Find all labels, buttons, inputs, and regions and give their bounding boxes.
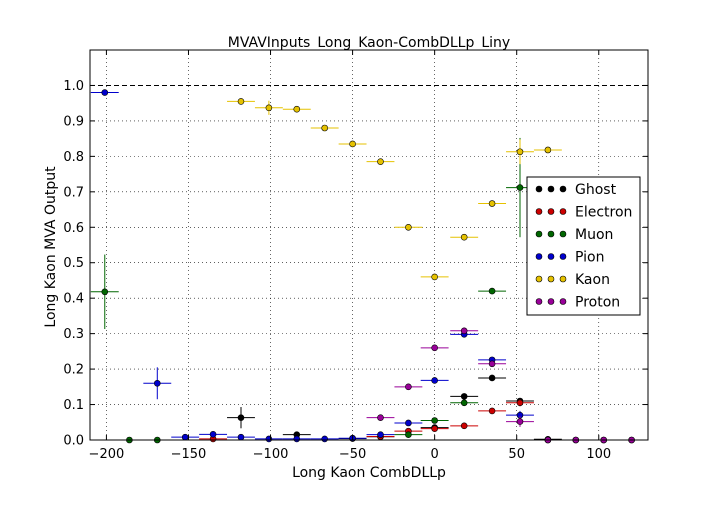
- legend-marker-muon: [547, 230, 555, 238]
- kaon-point: [321, 124, 328, 132]
- chart-title: MVAVInputs_Long_Kaon-CombDLLp_Liny: [228, 35, 510, 51]
- pion-point: [377, 431, 384, 438]
- kaon-point: [237, 98, 245, 105]
- electron-point: [516, 399, 524, 407]
- y-tick-label: 0.8: [63, 150, 84, 165]
- electron-point: [460, 422, 468, 430]
- muon-point: [460, 399, 468, 407]
- legend: Ghost Electron Muon Pion Kaon Proton: [526, 176, 641, 316]
- legend-marker-proton: [547, 298, 555, 305]
- legend-marker-pion: [547, 253, 555, 260]
- kaon-point: [405, 223, 412, 231]
- x-tick-label: 50: [508, 447, 525, 462]
- y-tick-label: 0.3: [63, 327, 84, 342]
- series-kaon: [227, 98, 562, 281]
- kaon-point: [265, 104, 273, 112]
- legend-marker-electron: [559, 208, 567, 215]
- x-tick-label: −50: [339, 447, 366, 462]
- muon-point: [101, 288, 109, 296]
- kaon-point: [349, 140, 356, 148]
- legend-marker-electron: [535, 208, 543, 215]
- kaon-point: [377, 158, 384, 165]
- legend-marker-kaon: [547, 275, 555, 283]
- y-tick-label: 0.6: [63, 221, 84, 236]
- pion-point: [405, 419, 412, 427]
- x-tick-label: 100: [586, 447, 611, 462]
- electron-point: [431, 425, 438, 432]
- x-tick-label: −150: [171, 447, 207, 462]
- legend-label-muon: Muon: [575, 227, 613, 243]
- legend-label-kaon: Kaon: [575, 272, 610, 288]
- kaon-point: [516, 148, 524, 156]
- legend-label-pion: Pion: [575, 250, 604, 266]
- y-axis-label: Long Kaon MVA Output: [43, 166, 59, 328]
- electron-point: [488, 407, 496, 415]
- legend-marker-kaon: [535, 275, 543, 283]
- legend-marker-muon: [535, 230, 543, 238]
- proton-point: [516, 418, 524, 425]
- muon-point: [405, 431, 412, 438]
- proton-point: [460, 327, 468, 335]
- legend-marker-ghost: [535, 185, 543, 193]
- axis-ticks: −200 −150 −100 −50 0 50 100 0.0 0.1 0.2 0.3 0.4 0.5 0…: [63, 50, 648, 462]
- kaon-point: [488, 200, 496, 207]
- legend-marker-ghost: [547, 185, 555, 193]
- proton-point: [488, 360, 496, 368]
- legend-marker-pion: [559, 253, 567, 260]
- legend-marker-kaon: [559, 275, 567, 283]
- muon-point: [516, 184, 524, 191]
- pion-point: [101, 89, 109, 96]
- y-tick-label: 0.5: [63, 256, 84, 271]
- kaon-point: [460, 233, 468, 241]
- pion-point: [293, 435, 301, 443]
- plot-frame: [89, 49, 649, 441]
- legend-box: [526, 176, 641, 316]
- y-tick-label: 0.1: [63, 398, 84, 413]
- y-tick-label: 0.0: [63, 434, 84, 449]
- kaon-point: [293, 105, 301, 113]
- pion-point: [181, 433, 189, 441]
- y-tick-label: 1.0: [63, 79, 84, 94]
- y-tick-label: 0.2: [63, 363, 84, 378]
- x-tick-label: 0: [431, 447, 439, 462]
- y-tick-label: 0.9: [63, 114, 84, 129]
- muon-point: [488, 287, 496, 295]
- ghost-point: [488, 374, 496, 382]
- legend-marker-proton: [535, 298, 543, 305]
- x-tick-label: −200: [89, 447, 125, 462]
- x-axis-label: Long Kaon CombDLLp: [292, 465, 446, 481]
- y-tick-label: 0.7: [63, 185, 84, 200]
- proton-point: [431, 344, 438, 352]
- ghost-point: [460, 393, 468, 400]
- legend-marker-proton: [559, 298, 567, 305]
- proton-point: [377, 414, 384, 421]
- legend-label-ghost: Ghost: [575, 182, 617, 198]
- x-tick-label: −100: [253, 447, 289, 462]
- pion-point: [237, 433, 245, 441]
- pion-point: [209, 431, 217, 438]
- muon-point: [431, 417, 438, 424]
- legend-label-proton: Proton: [575, 295, 620, 311]
- legend-marker-pion: [535, 253, 543, 260]
- pion-point: [321, 435, 328, 443]
- legend-marker-muon: [559, 230, 567, 238]
- ghost-point: [237, 414, 245, 421]
- pion-point: [431, 377, 438, 384]
- pion-point: [153, 379, 161, 387]
- legend-label-electron: Electron: [575, 205, 632, 221]
- legend-marker-electron: [547, 208, 555, 215]
- y-tick-label: 0.4: [63, 292, 84, 307]
- legend-marker-ghost: [559, 185, 567, 193]
- kaon-point: [544, 146, 552, 154]
- kaon-point: [431, 273, 438, 281]
- proton-point: [405, 383, 412, 391]
